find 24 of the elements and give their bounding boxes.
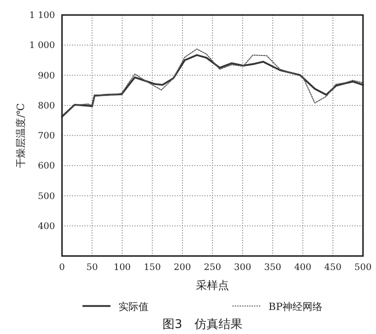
x-tick-label: 0 bbox=[59, 263, 66, 273]
x-tick-label: 300 bbox=[234, 263, 252, 273]
y-tick-label: 700 bbox=[38, 132, 56, 142]
x-tick-label: 200 bbox=[174, 263, 192, 273]
x-tick-label: 500 bbox=[354, 263, 372, 273]
legend-label: 实际值 bbox=[118, 301, 148, 313]
x-tick-label: 400 bbox=[294, 263, 312, 273]
y-axis-title: 干燥层温度/℃ bbox=[15, 103, 27, 168]
y-tick-label: 600 bbox=[38, 162, 56, 172]
x-tick-label: 450 bbox=[324, 263, 342, 273]
x-tick-label: 50 bbox=[86, 263, 98, 273]
x-tick-label: 250 bbox=[204, 263, 222, 273]
y-tick-label: 900 bbox=[38, 71, 56, 82]
x-tick-label: 150 bbox=[144, 263, 162, 273]
y-tick-label: 800 bbox=[38, 101, 56, 112]
legend-label: BP神经网络 bbox=[268, 301, 323, 313]
text: 图3 仿真结果 bbox=[162, 317, 242, 331]
y-tick-label: 1 100 bbox=[29, 11, 56, 21]
x-tick-label: 350 bbox=[264, 263, 282, 273]
x-axis-title: 采样点 bbox=[196, 279, 229, 292]
y-tick-label: 500 bbox=[38, 192, 56, 202]
y-tick-label: 400 bbox=[38, 222, 56, 232]
x-tick-label: 100 bbox=[114, 263, 132, 273]
y-tick-label: 1 000 bbox=[29, 41, 56, 52]
